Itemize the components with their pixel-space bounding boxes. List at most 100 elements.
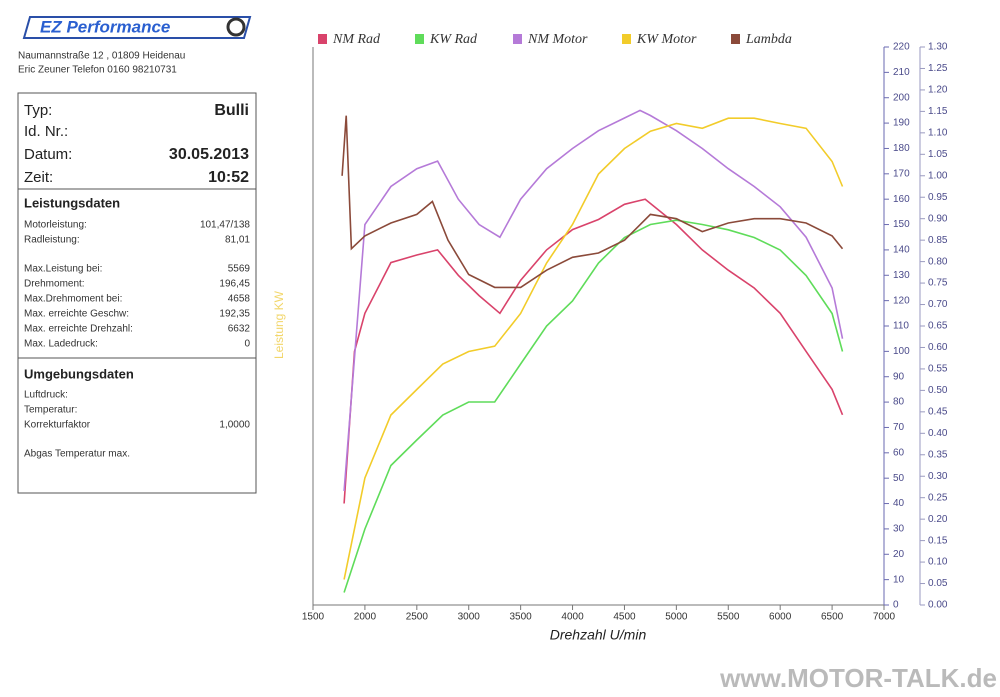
y3-tick-label: 0.20 [928, 514, 948, 525]
field-label: Id. Nr.: [24, 123, 68, 140]
row-value: 196,45 [219, 279, 250, 290]
field-value: Bulli [214, 102, 249, 119]
y2-tick-label: 0 [893, 600, 899, 611]
y3-tick-label: 1.05 [928, 149, 948, 160]
x-tick-label: 5500 [717, 612, 740, 623]
y3-tick-label: 1.30 [928, 42, 948, 53]
y3-tick-label: 0.55 [928, 364, 948, 375]
logo-gear [226, 17, 246, 37]
x-tick-label: 6000 [769, 612, 792, 623]
y2-tick-label: 160 [893, 194, 910, 205]
y3-tick-label: 1.00 [928, 170, 948, 181]
y3-tick-label: 0.10 [928, 557, 948, 568]
y3-tick-label: 0.35 [928, 449, 948, 460]
legend-swatch [513, 34, 522, 44]
legend-label: NM Rad [332, 32, 381, 47]
y3-tick-label: 0.70 [928, 299, 948, 310]
series-line [343, 219, 844, 593]
y3-tick-label: 0.45 [928, 406, 948, 417]
row-label: Radleistung: [24, 235, 80, 246]
y3-tick-label: 0.80 [928, 256, 948, 267]
y2-tick-label: 110 [893, 321, 909, 332]
y2-tick-label: 150 [893, 219, 910, 230]
legend-swatch [318, 34, 327, 44]
row-value: 6632 [228, 324, 251, 335]
x-tick-label: 7000 [873, 612, 896, 623]
y2-tick-label: 80 [893, 397, 905, 408]
y2-tick-label: 140 [893, 245, 910, 256]
y2-tick-label: 220 [893, 42, 910, 53]
y-axis-label: Leistung KW [272, 290, 286, 359]
y3-tick-label: 0.60 [928, 342, 948, 353]
y2-tick-label: 180 [893, 143, 910, 154]
row-label: Temperatur: [24, 405, 77, 416]
y3-tick-label: 1.10 [928, 127, 948, 138]
section-title: Leistungsdaten [24, 195, 120, 210]
y3-tick-label: 0.90 [928, 213, 948, 224]
row-label: Max.Leistung bei: [24, 264, 102, 275]
y3-tick-label: 1.25 [928, 63, 948, 74]
y3-tick-label: 0.40 [928, 428, 948, 439]
field-value: 30.05.2013 [169, 146, 249, 163]
y3-tick-label: 0.65 [928, 321, 948, 332]
series-line [343, 117, 844, 580]
y2-tick-label: 130 [893, 270, 910, 281]
logo: EZ Performance [22, 16, 252, 39]
field-label: Datum: [24, 146, 72, 163]
row-value: 1,0000 [219, 420, 250, 431]
field-label: Zeit: [24, 169, 53, 186]
legend-label: KW Motor [636, 32, 697, 47]
y3-tick-label: 0.75 [928, 278, 948, 289]
y3-tick-label: 1.20 [928, 85, 948, 96]
y2-tick-label: 70 [893, 422, 905, 433]
x-tick-label: 1500 [302, 612, 325, 623]
y2-tick-label: 40 [893, 498, 905, 509]
legend-label: NM Motor [527, 32, 588, 47]
series-line [343, 109, 844, 491]
info-box [17, 92, 257, 494]
chart: 1500 2000 2500 3000 3500 4000 4500 5000 5500 6000… [272, 32, 948, 642]
row-value: 192,35 [219, 309, 250, 320]
y3-tick-label: 0.15 [928, 535, 948, 546]
row-label: Abgas Temperatur max. [24, 449, 130, 460]
y3-tick-label: 0.95 [928, 192, 948, 203]
x-tick-label: 4500 [613, 612, 636, 623]
x-axis-label: Drehzahl U/min [550, 627, 647, 643]
row-value: 0 [244, 339, 250, 350]
y2-tick-label: 30 [893, 524, 905, 535]
y2-tick-label: 100 [893, 346, 910, 357]
row-label: Max.Drehmoment bei: [24, 294, 122, 305]
legend-swatch [415, 34, 424, 44]
x-tick-label: 4000 [561, 612, 584, 623]
legend-swatch [731, 34, 740, 44]
row-label: Luftdruck: [24, 390, 68, 401]
y2-tick-label: 210 [893, 67, 910, 78]
y3-tick-label: 0.30 [928, 471, 948, 482]
contact: Eric Zeuner Telefon 0160 98210731 [18, 65, 177, 76]
y3-tick-label: 0.50 [928, 385, 948, 396]
legend-label: KW Rad [429, 32, 478, 47]
row-label: Max. erreichte Geschw: [24, 309, 129, 320]
x-tick-label: 5000 [665, 612, 688, 623]
field-value: 10:52 [208, 169, 249, 186]
row-label: Motorleistung: [24, 220, 87, 231]
series-line [341, 115, 844, 289]
logo-text: EZ Performance [40, 17, 170, 36]
field-label: Typ: [24, 102, 52, 119]
y2-tick-label: 190 [893, 118, 910, 129]
row-value: 101,47/138 [200, 220, 250, 231]
y3-tick-label: 0.85 [928, 235, 948, 246]
row-label: Korrekturfaktor [24, 420, 91, 431]
watermark: www.MOTOR-TALK.de [719, 663, 997, 693]
y3-tick-label: 0.25 [928, 492, 948, 503]
y2-tick-label: 120 [893, 295, 910, 306]
y3-tick-label: 1.15 [928, 106, 948, 117]
row-value: 4658 [228, 294, 251, 305]
row-label: Max. Ladedruck: [24, 339, 98, 350]
y3-tick-label: 0.00 [928, 600, 948, 611]
legend-label: Lambda [745, 32, 792, 47]
x-tick-label: 2000 [354, 612, 377, 623]
x-tick-label: 6500 [821, 612, 844, 623]
x-tick-label: 3500 [510, 612, 533, 623]
